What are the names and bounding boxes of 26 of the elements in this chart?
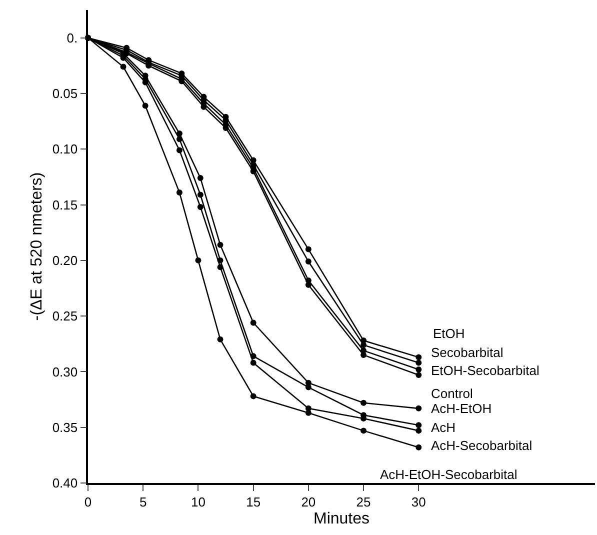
y-tick-label: 0.10 [52, 142, 78, 157]
x-axis-title: Minutes [313, 510, 370, 528]
series-label: AcH-EtOH [431, 401, 492, 416]
x-tick-label: 20 [301, 494, 316, 510]
y-tick-label: 0.25 [52, 308, 78, 324]
series-label: Control [431, 386, 474, 401]
y-axis-title: -(ΔE at 520 nmeters) [28, 172, 46, 321]
x-tick-label: 25 [356, 494, 371, 510]
y-tick-label: 0.30 [52, 364, 78, 380]
series-label: EtOH-Secobarbital [431, 363, 540, 378]
y-tick-label: 0.40 [52, 476, 78, 491]
y-tick-label: 0.05 [52, 86, 78, 102]
y-tick-label: 0.20 [52, 252, 78, 268]
series-label: AcH-Secobarbital [431, 438, 532, 453]
series-label: Secobarbital [431, 345, 504, 360]
x-tick-label: 30 [411, 494, 426, 510]
series-label: EtOH [433, 326, 465, 341]
x-tick-label: 15 [246, 494, 261, 510]
y-tick-label: 0. [66, 30, 78, 46]
x-tick-label: 10 [190, 494, 206, 510]
y-tick-label: 0.35 [52, 420, 78, 435]
text: AcH-EtOH-Secobarbital [380, 467, 518, 482]
series-label: AcH [431, 420, 456, 435]
y-tick-label: 0.15 [52, 197, 78, 212]
x-tick-label: 0 [84, 494, 92, 510]
x-tick-label: 5 [139, 494, 147, 510]
